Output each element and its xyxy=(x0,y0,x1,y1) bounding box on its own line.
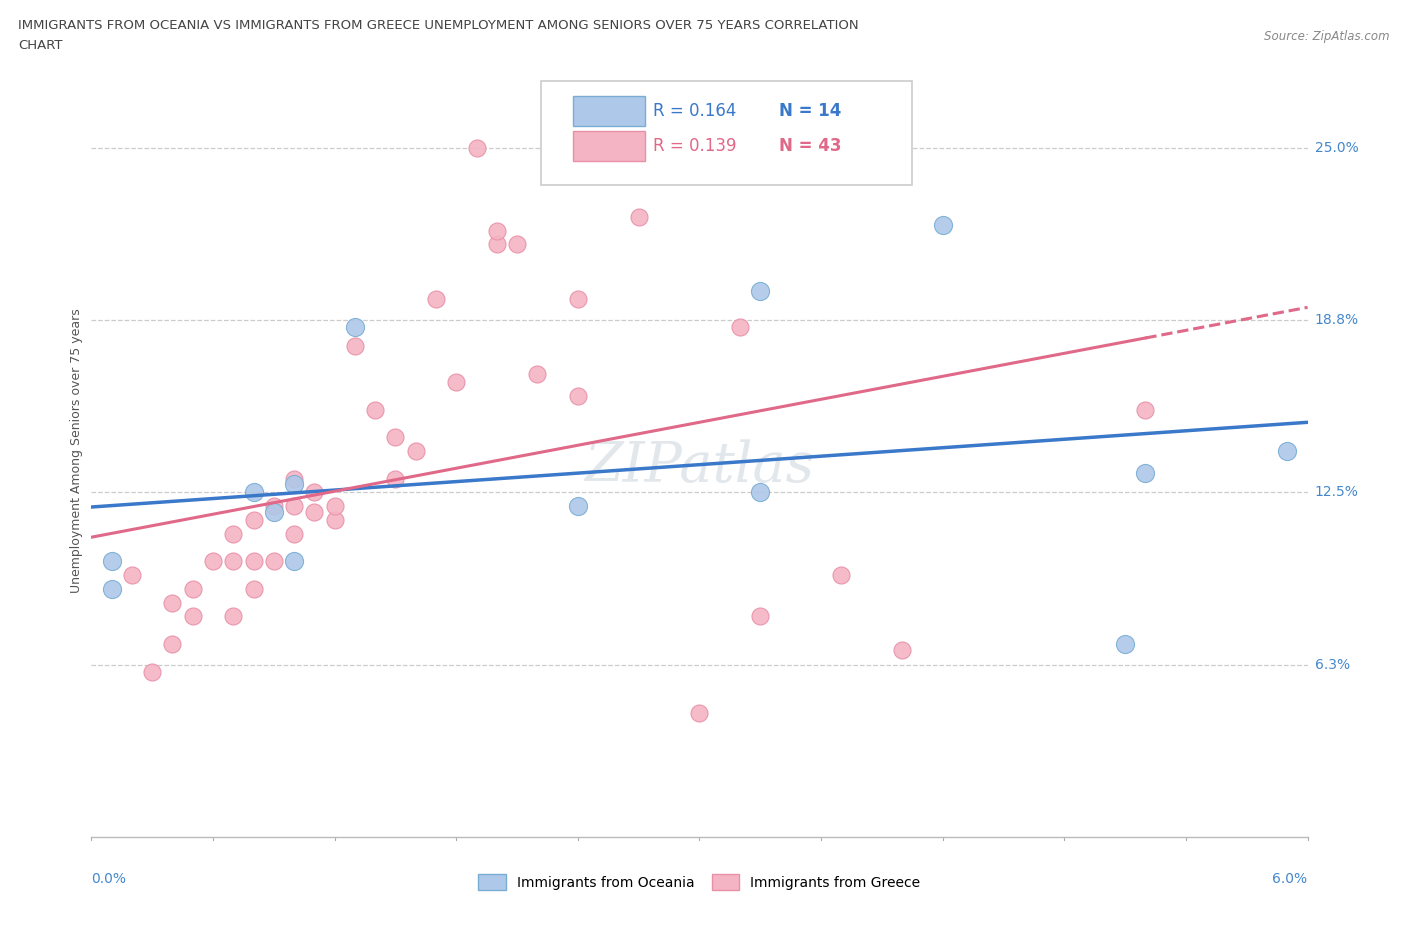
FancyBboxPatch shape xyxy=(541,81,912,185)
Point xyxy=(283,472,305,486)
Point xyxy=(121,567,143,582)
Point xyxy=(162,595,184,610)
Point xyxy=(444,375,467,390)
Point xyxy=(384,472,406,486)
Point xyxy=(222,609,245,624)
Point xyxy=(100,554,122,569)
Text: N = 14: N = 14 xyxy=(779,102,841,120)
Point xyxy=(242,512,264,527)
Point xyxy=(141,664,163,679)
Point xyxy=(465,140,488,155)
Point xyxy=(202,554,225,569)
Point xyxy=(1277,444,1299,458)
Point xyxy=(343,320,366,335)
Point xyxy=(830,567,852,582)
Point xyxy=(749,284,772,299)
Point xyxy=(242,554,264,569)
Point xyxy=(283,526,305,541)
Point xyxy=(567,292,589,307)
Point xyxy=(323,512,346,527)
Point xyxy=(181,609,204,624)
Point xyxy=(485,223,508,238)
Text: N = 43: N = 43 xyxy=(779,137,841,155)
Point xyxy=(506,237,529,252)
Point xyxy=(283,477,305,492)
Point xyxy=(749,609,772,624)
Legend: Immigrants from Oceania, Immigrants from Greece: Immigrants from Oceania, Immigrants from… xyxy=(472,869,927,896)
Point xyxy=(485,237,508,252)
Point xyxy=(384,430,406,445)
Point xyxy=(627,209,650,224)
Point xyxy=(242,581,264,596)
Point xyxy=(283,554,305,569)
Text: ZIPatlas: ZIPatlas xyxy=(585,439,814,494)
Point xyxy=(263,554,285,569)
Point xyxy=(931,218,953,232)
Text: R = 0.164: R = 0.164 xyxy=(654,102,737,120)
Point xyxy=(304,504,326,519)
Point xyxy=(222,526,245,541)
Point xyxy=(425,292,447,307)
Point xyxy=(283,498,305,513)
FancyBboxPatch shape xyxy=(574,131,645,161)
Point xyxy=(263,504,285,519)
Point xyxy=(364,403,387,418)
Point xyxy=(263,498,285,513)
Point xyxy=(728,320,751,335)
Point xyxy=(343,339,366,353)
Point xyxy=(100,581,122,596)
Text: 12.5%: 12.5% xyxy=(1315,485,1358,499)
Point xyxy=(181,581,204,596)
Point xyxy=(242,485,264,499)
Text: 18.8%: 18.8% xyxy=(1315,313,1358,327)
Text: 6.0%: 6.0% xyxy=(1272,871,1308,885)
Text: 25.0%: 25.0% xyxy=(1315,140,1358,154)
FancyBboxPatch shape xyxy=(574,97,645,126)
Point xyxy=(323,498,346,513)
Text: Source: ZipAtlas.com: Source: ZipAtlas.com xyxy=(1264,30,1389,43)
Y-axis label: Unemployment Among Seniors over 75 years: Unemployment Among Seniors over 75 years xyxy=(70,309,83,593)
Point xyxy=(1135,403,1157,418)
Point xyxy=(688,706,710,721)
Point xyxy=(222,554,245,569)
Point xyxy=(1135,466,1157,481)
Text: R = 0.139: R = 0.139 xyxy=(654,137,737,155)
Point xyxy=(891,642,914,657)
Point xyxy=(526,366,548,381)
Point xyxy=(162,637,184,652)
Text: CHART: CHART xyxy=(18,39,63,52)
Text: IMMIGRANTS FROM OCEANIA VS IMMIGRANTS FROM GREECE UNEMPLOYMENT AMONG SENIORS OVE: IMMIGRANTS FROM OCEANIA VS IMMIGRANTS FR… xyxy=(18,19,859,32)
Text: 0.0%: 0.0% xyxy=(91,871,127,885)
Point xyxy=(567,498,589,513)
Point xyxy=(567,389,589,404)
Point xyxy=(405,444,427,458)
Point xyxy=(304,485,326,499)
Point xyxy=(749,485,772,499)
Point xyxy=(1114,637,1136,652)
Text: 6.3%: 6.3% xyxy=(1315,658,1350,671)
